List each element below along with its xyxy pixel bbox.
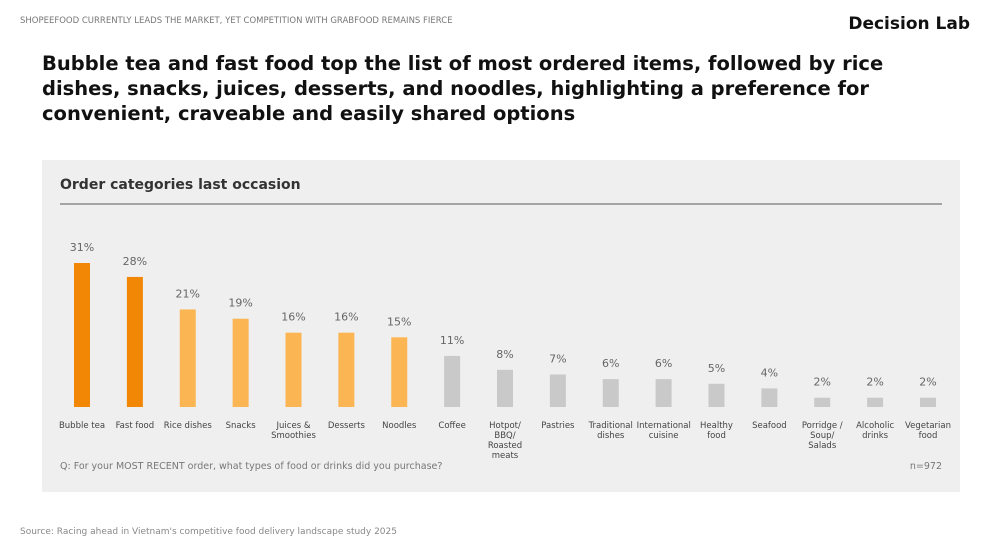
- bar: [285, 332, 302, 407]
- value-label: 2%: [866, 376, 883, 389]
- question: Q: For your MOST RECENT order, what type…: [60, 461, 443, 472]
- x-tick-label: Hotpot/ BBQ/ Roasted meats: [487, 421, 523, 461]
- value-label: 11%: [440, 334, 464, 347]
- bar: [708, 383, 725, 407]
- value-label: 21%: [176, 287, 200, 300]
- value-label: 31%: [70, 241, 94, 254]
- bar: [74, 263, 90, 407]
- x-tick-label: Traditional dishes: [588, 421, 633, 441]
- value-label: 2%: [919, 376, 936, 389]
- value-label: 19%: [228, 297, 252, 310]
- value-label: 15%: [387, 315, 411, 328]
- x-tick-label: Snacks: [225, 421, 256, 431]
- kicker: SHOPEEFOOD CURRENTLY LEADS THE MARKET, Y…: [20, 16, 453, 26]
- value-label: 7%: [549, 352, 566, 365]
- bar: [126, 276, 143, 407]
- x-tick-label: Juices & Smoothies: [271, 421, 316, 441]
- x-tick-label: Pastries: [541, 421, 575, 431]
- value-label: 16%: [334, 311, 358, 324]
- bar: [814, 397, 831, 407]
- sample-size: n=972: [909, 461, 942, 472]
- bar: [232, 318, 249, 407]
- bar: [391, 337, 408, 407]
- bar: [444, 355, 461, 407]
- x-tick-label: Fast food: [115, 421, 155, 431]
- x-tick-label: Alcoholic drinks: [856, 421, 895, 441]
- value-label: 6%: [602, 357, 619, 370]
- x-tick-label: International cuisine: [636, 421, 691, 441]
- x-tick-label: Porridge / Soup/ Salads: [801, 421, 843, 451]
- x-tick-label: Seafood: [752, 421, 787, 431]
- x-tick-label: Vegetarian food: [904, 421, 951, 441]
- value-label: 5%: [708, 362, 725, 375]
- source: Source: Racing ahead in Vietnam's compet…: [20, 527, 397, 537]
- value-label: 6%: [655, 357, 672, 370]
- value-label: 4%: [761, 366, 778, 379]
- x-tick-label: Noodles: [382, 421, 417, 431]
- bar: [338, 332, 355, 407]
- chart-title: Order categories last occasion: [60, 177, 301, 193]
- bar: [920, 397, 936, 407]
- x-tick-label: Desserts: [327, 421, 365, 431]
- headline: Bubble tea and fast food top the list of…: [42, 52, 884, 125]
- value-label: 28%: [123, 255, 147, 268]
- value-label: 16%: [281, 311, 305, 324]
- bar: [497, 369, 513, 407]
- value-label: 8%: [496, 348, 513, 361]
- bar: [602, 379, 619, 407]
- x-tick-label: Healthy food: [700, 421, 733, 441]
- brand: Decision Lab: [848, 14, 970, 34]
- bar: [655, 379, 672, 407]
- x-tick-label: Coffee: [438, 421, 466, 431]
- value-label: 2%: [814, 376, 831, 389]
- bar: [179, 309, 196, 407]
- x-tick-label: Bubble tea: [58, 421, 106, 431]
- bar: [761, 388, 778, 407]
- bar: [867, 397, 884, 407]
- bar: [549, 374, 566, 407]
- x-tick-label: Rice dishes: [163, 421, 212, 431]
